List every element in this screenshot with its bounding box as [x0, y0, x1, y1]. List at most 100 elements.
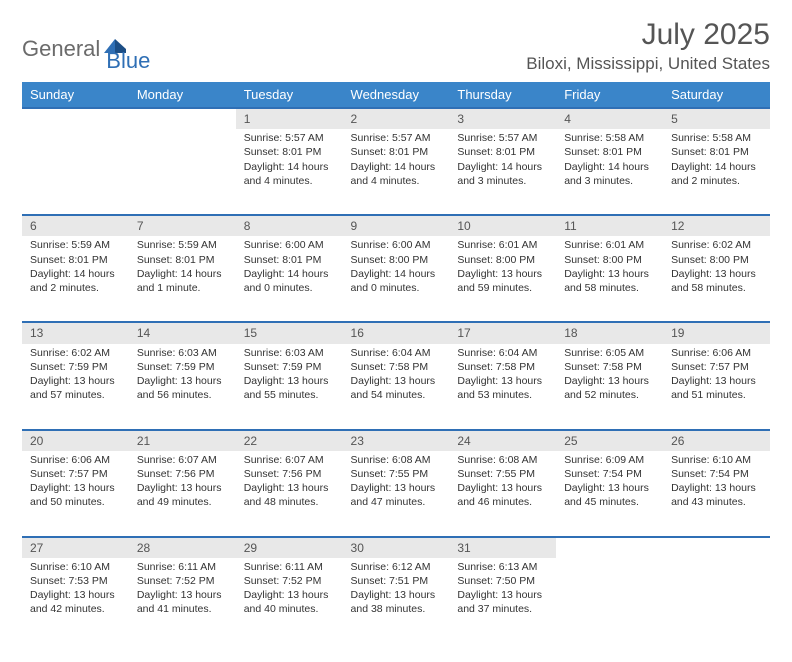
daylight-line: Daylight: 13 hours and 43 minutes.: [671, 481, 762, 509]
daylight-line: Daylight: 13 hours and 58 minutes.: [564, 267, 655, 295]
day-number: 2: [351, 112, 358, 126]
weekday-header: Monday: [129, 82, 236, 108]
daylight-line: Daylight: 13 hours and 40 minutes.: [244, 588, 335, 616]
day-number-cell: 3: [449, 108, 556, 129]
sunrise-line: Sunrise: 6:04 AM: [351, 346, 442, 360]
daylight-line: Daylight: 13 hours and 55 minutes.: [244, 374, 335, 402]
day-content-cell: Sunrise: 5:58 AMSunset: 8:01 PMDaylight:…: [556, 129, 663, 215]
day-number: 6: [30, 219, 37, 233]
day-number-cell: 4: [556, 108, 663, 129]
day-content-cell: Sunrise: 6:03 AMSunset: 7:59 PMDaylight:…: [236, 344, 343, 430]
day-number-cell: 17: [449, 322, 556, 343]
location: Biloxi, Mississippi, United States: [526, 54, 770, 74]
sunset-line: Sunset: 8:00 PM: [671, 253, 762, 267]
daylight-line: Daylight: 14 hours and 2 minutes.: [30, 267, 121, 295]
sunrise-line: Sunrise: 6:09 AM: [564, 453, 655, 467]
day-content-cell: Sunrise: 5:57 AMSunset: 8:01 PMDaylight:…: [449, 129, 556, 215]
daylight-line: Daylight: 13 hours and 50 minutes.: [30, 481, 121, 509]
sunset-line: Sunset: 7:54 PM: [564, 467, 655, 481]
day-number-cell: 18: [556, 322, 663, 343]
daylight-line: Daylight: 14 hours and 0 minutes.: [244, 267, 335, 295]
day-number-cell: 12: [663, 215, 770, 236]
day-number-row: 12345: [22, 108, 770, 129]
day-number-row: 2728293031: [22, 537, 770, 558]
logo: General Blue: [22, 24, 150, 74]
sunset-line: Sunset: 8:01 PM: [244, 253, 335, 267]
daylight-line: Daylight: 13 hours and 48 minutes.: [244, 481, 335, 509]
day-number: 9: [351, 219, 358, 233]
day-number: 15: [244, 326, 257, 340]
sunset-line: Sunset: 7:56 PM: [244, 467, 335, 481]
day-content-cell: Sunrise: 5:58 AMSunset: 8:01 PMDaylight:…: [663, 129, 770, 215]
daylight-line: Daylight: 14 hours and 0 minutes.: [351, 267, 442, 295]
day-number: 24: [457, 434, 470, 448]
sunset-line: Sunset: 8:01 PM: [351, 145, 442, 159]
day-number: 31: [457, 541, 470, 555]
day-content-cell: Sunrise: 5:59 AMSunset: 8:01 PMDaylight:…: [129, 236, 236, 322]
day-content-cell: Sunrise: 6:02 AMSunset: 7:59 PMDaylight:…: [22, 344, 129, 430]
day-content-cell: Sunrise: 5:59 AMSunset: 8:01 PMDaylight:…: [22, 236, 129, 322]
sunrise-line: Sunrise: 5:59 AM: [30, 238, 121, 252]
day-content-cell: Sunrise: 6:05 AMSunset: 7:58 PMDaylight:…: [556, 344, 663, 430]
sunset-line: Sunset: 7:58 PM: [564, 360, 655, 374]
day-number-row: 6789101112: [22, 215, 770, 236]
day-content-row: Sunrise: 6:06 AMSunset: 7:57 PMDaylight:…: [22, 451, 770, 537]
day-number-cell: 23: [343, 430, 450, 451]
day-content-cell: Sunrise: 6:11 AMSunset: 7:52 PMDaylight:…: [129, 558, 236, 644]
daylight-line: Daylight: 13 hours and 37 minutes.: [457, 588, 548, 616]
day-number-cell: 20: [22, 430, 129, 451]
day-number-cell: 15: [236, 322, 343, 343]
sunset-line: Sunset: 8:01 PM: [671, 145, 762, 159]
day-content-cell: Sunrise: 6:11 AMSunset: 7:52 PMDaylight:…: [236, 558, 343, 644]
sunset-line: Sunset: 7:59 PM: [30, 360, 121, 374]
sunset-line: Sunset: 7:53 PM: [30, 574, 121, 588]
day-number-cell: 31: [449, 537, 556, 558]
day-number-cell: 2: [343, 108, 450, 129]
sunrise-line: Sunrise: 6:00 AM: [244, 238, 335, 252]
logo-text-general: General: [22, 36, 100, 62]
day-content-cell: Sunrise: 6:08 AMSunset: 7:55 PMDaylight:…: [449, 451, 556, 537]
day-content-cell: Sunrise: 6:04 AMSunset: 7:58 PMDaylight:…: [343, 344, 450, 430]
sunset-line: Sunset: 7:58 PM: [351, 360, 442, 374]
sunset-line: Sunset: 7:59 PM: [137, 360, 228, 374]
day-content-cell: Sunrise: 6:08 AMSunset: 7:55 PMDaylight:…: [343, 451, 450, 537]
day-number: 20: [30, 434, 43, 448]
day-content-cell: Sunrise: 6:10 AMSunset: 7:53 PMDaylight:…: [22, 558, 129, 644]
day-content-cell: Sunrise: 6:01 AMSunset: 8:00 PMDaylight:…: [556, 236, 663, 322]
sunset-line: Sunset: 7:58 PM: [457, 360, 548, 374]
sunrise-line: Sunrise: 6:06 AM: [671, 346, 762, 360]
weekday-header: Thursday: [449, 82, 556, 108]
month-title: July 2025: [526, 18, 770, 52]
daylight-line: Daylight: 13 hours and 56 minutes.: [137, 374, 228, 402]
daylight-line: Daylight: 14 hours and 3 minutes.: [564, 160, 655, 188]
day-number-cell: 29: [236, 537, 343, 558]
sunset-line: Sunset: 7:55 PM: [351, 467, 442, 481]
sunset-line: Sunset: 8:00 PM: [351, 253, 442, 267]
day-number: 8: [244, 219, 251, 233]
day-number-cell: [129, 108, 236, 129]
day-number-cell: 24: [449, 430, 556, 451]
day-number-cell: 7: [129, 215, 236, 236]
sunrise-line: Sunrise: 6:06 AM: [30, 453, 121, 467]
sunrise-line: Sunrise: 6:11 AM: [244, 560, 335, 574]
daylight-line: Daylight: 13 hours and 38 minutes.: [351, 588, 442, 616]
day-number: 17: [457, 326, 470, 340]
daylight-line: Daylight: 14 hours and 1 minute.: [137, 267, 228, 295]
day-content-row: Sunrise: 6:10 AMSunset: 7:53 PMDaylight:…: [22, 558, 770, 644]
day-number-row: 20212223242526: [22, 430, 770, 451]
day-number: 21: [137, 434, 150, 448]
day-content-cell: Sunrise: 6:06 AMSunset: 7:57 PMDaylight:…: [22, 451, 129, 537]
sunrise-line: Sunrise: 5:57 AM: [351, 131, 442, 145]
daylight-line: Daylight: 13 hours and 47 minutes.: [351, 481, 442, 509]
day-content-cell: Sunrise: 6:13 AMSunset: 7:50 PMDaylight:…: [449, 558, 556, 644]
sunrise-line: Sunrise: 6:01 AM: [457, 238, 548, 252]
daylight-line: Daylight: 14 hours and 3 minutes.: [457, 160, 548, 188]
day-content-cell: Sunrise: 6:07 AMSunset: 7:56 PMDaylight:…: [236, 451, 343, 537]
day-content-cell: [129, 129, 236, 215]
sunset-line: Sunset: 7:59 PM: [244, 360, 335, 374]
sunset-line: Sunset: 8:01 PM: [244, 145, 335, 159]
day-content-cell: Sunrise: 6:12 AMSunset: 7:51 PMDaylight:…: [343, 558, 450, 644]
daylight-line: Daylight: 14 hours and 4 minutes.: [244, 160, 335, 188]
day-content-cell: Sunrise: 6:07 AMSunset: 7:56 PMDaylight:…: [129, 451, 236, 537]
sunset-line: Sunset: 7:54 PM: [671, 467, 762, 481]
